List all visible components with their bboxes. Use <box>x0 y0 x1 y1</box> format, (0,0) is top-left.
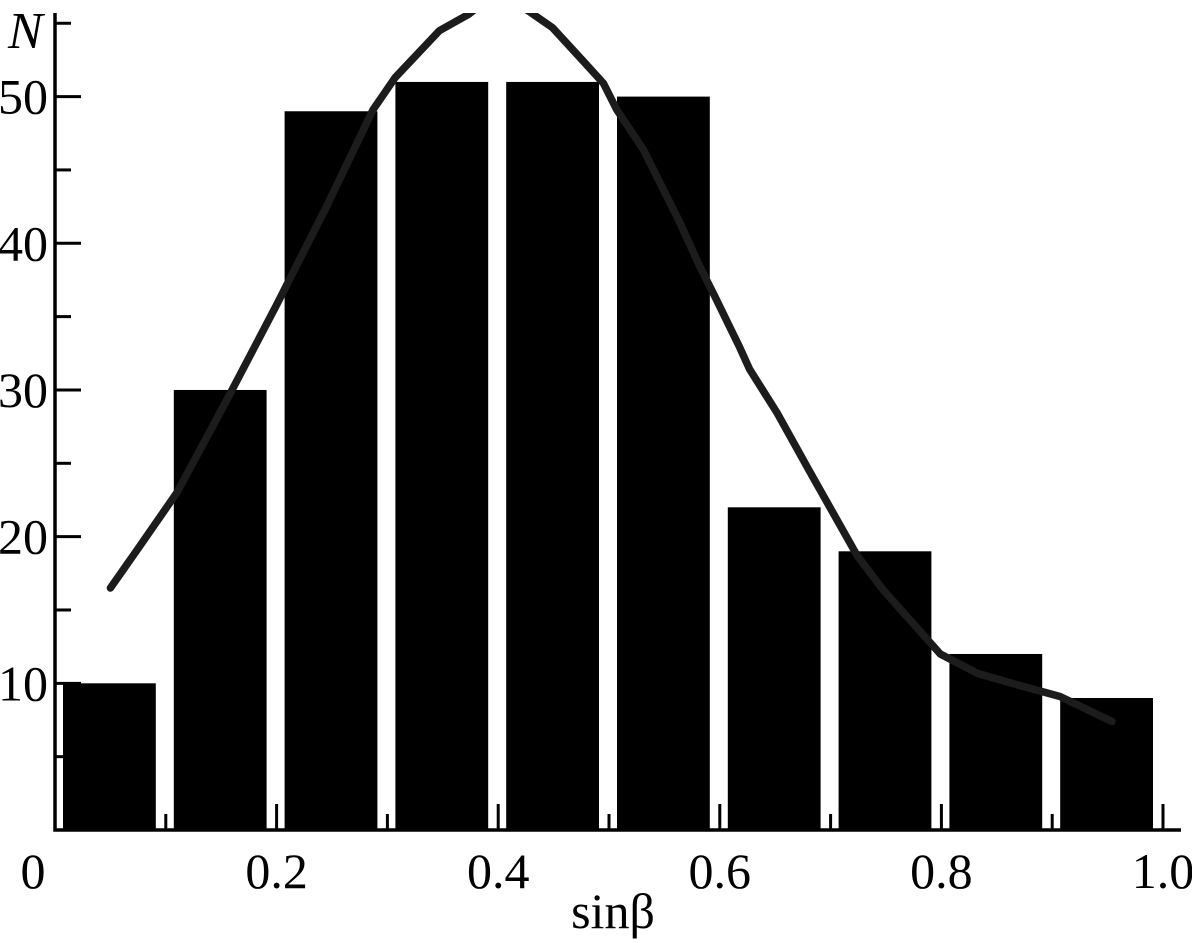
histogram-bar <box>173 389 267 830</box>
histogram-bar <box>284 111 378 830</box>
x-axis-title: sinβ <box>571 883 655 939</box>
x-tick-label: 1.0 <box>1132 843 1192 899</box>
x-tick-label: 0.8 <box>910 843 973 899</box>
y-tick-label: 10 <box>0 655 48 711</box>
y-tick-label: 30 <box>0 362 48 418</box>
x-tick-label: 0 <box>21 843 46 899</box>
histogram-bar <box>838 551 932 830</box>
histogram-bar <box>617 96 710 831</box>
histogram-bar <box>949 653 1043 830</box>
histogram-bar <box>727 507 821 830</box>
y-tick-label: 50 <box>0 69 48 125</box>
y-axis-title: N <box>8 3 43 60</box>
y-tick-label: 20 <box>0 509 48 565</box>
histogram-bar <box>63 683 156 830</box>
histogram-bar <box>506 81 599 830</box>
x-tick-label: 0.2 <box>245 843 308 899</box>
y-tick-label: 40 <box>0 215 48 271</box>
x-tick-label: 0.4 <box>467 843 530 899</box>
x-tick-label: 0.6 <box>689 843 752 899</box>
histogram-bar <box>395 81 489 830</box>
fit-curve <box>106 13 1116 726</box>
